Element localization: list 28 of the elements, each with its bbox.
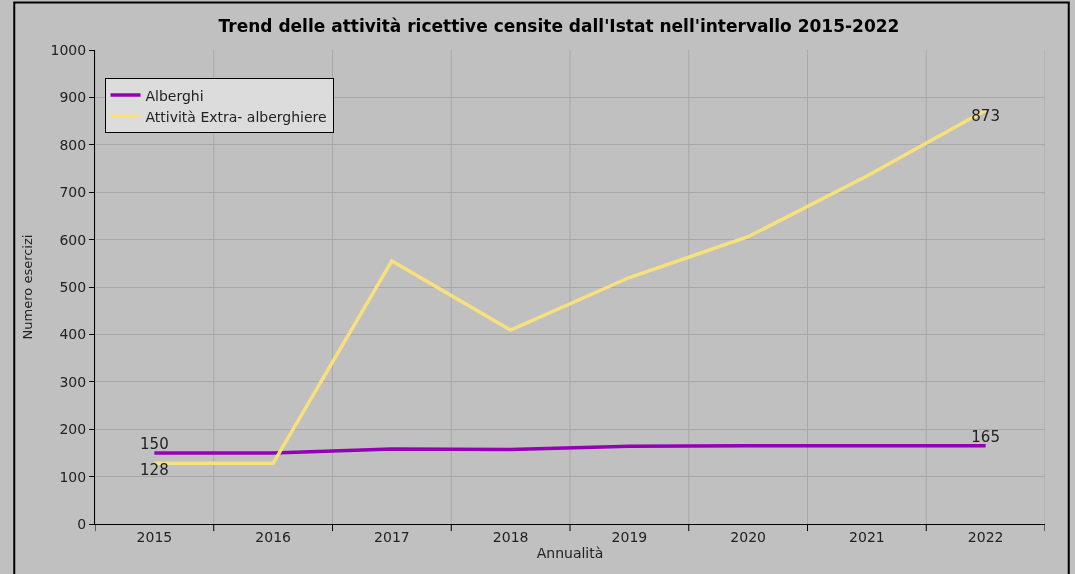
x-tick-label: 2022: [967, 528, 1004, 545]
x-tick-label: 2020: [730, 528, 766, 545]
data-label: 150: [140, 435, 169, 454]
y-tick-label: 0: [77, 515, 87, 532]
chart-title: Trend delle attività ricettive censite dall'Istat nell'intervallo 2015-2022: [218, 15, 900, 36]
data-label: 873: [971, 107, 1000, 126]
y-tick-label: 500: [59, 278, 87, 295]
data-label: 128: [140, 460, 169, 479]
y-tick-label: 200: [59, 421, 87, 438]
x-axis-title: Annualità: [536, 545, 604, 562]
y-tick-label: 1000: [50, 41, 87, 58]
x-tick-label: 2015: [136, 528, 173, 545]
x-tick-label: 2019: [611, 528, 648, 545]
x-tick-label: 2016: [255, 528, 292, 545]
y-tick-label: 700: [59, 184, 87, 201]
y-tick-label: 800: [59, 136, 87, 153]
y-tick-label: 600: [59, 231, 87, 248]
x-tick-label: 2021: [849, 528, 885, 545]
y-tick-label: 300: [59, 373, 87, 390]
legend-label: Attività Extra- alberghiere: [145, 108, 327, 125]
x-tick-label: 2017: [374, 528, 410, 545]
y-tick-label: 400: [59, 326, 87, 343]
y-axis-title: Numero esercizi: [19, 234, 35, 340]
x-tick-label: 2018: [492, 528, 529, 545]
data-label: 165: [971, 428, 1000, 447]
y-tick-label: 900: [59, 89, 87, 106]
y-tick-label: 100: [59, 468, 87, 485]
legend-label: Alberghi: [145, 87, 204, 104]
